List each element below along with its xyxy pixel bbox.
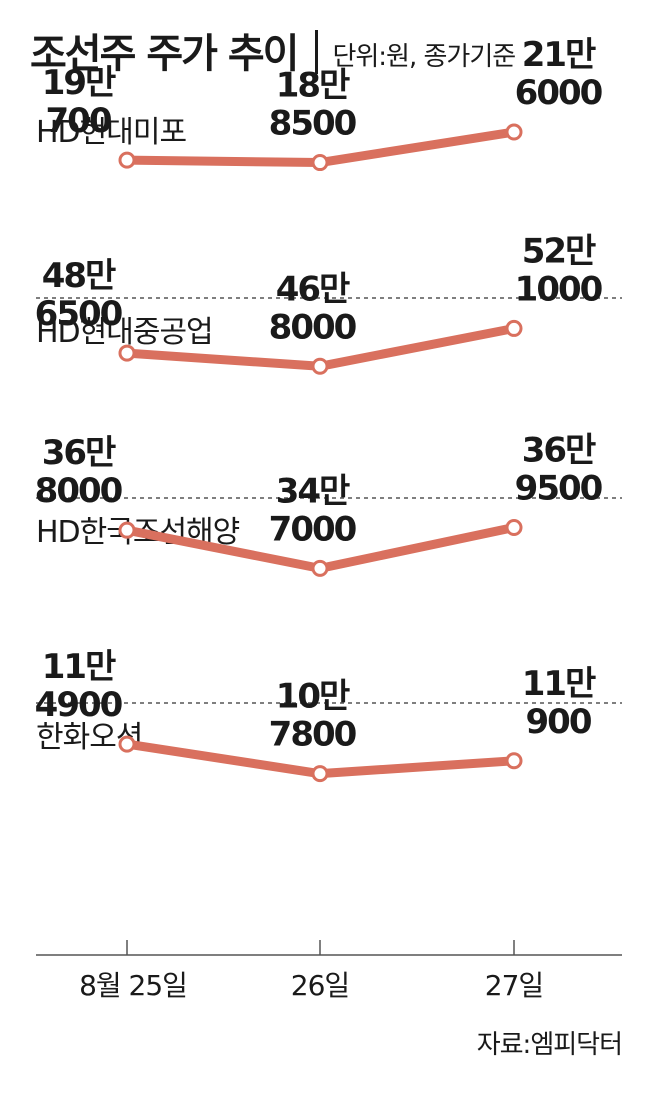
data-label-1-1-line2: 700 <box>46 101 112 141</box>
data-point-4-2 <box>311 765 329 783</box>
data-label-3-3-line2: 9500 <box>515 468 603 508</box>
source-note: 자료:엠피닥터 <box>476 1030 623 1060</box>
data-label-1-2-line1: 18만 <box>276 66 350 106</box>
data-point-1-3 <box>505 123 523 141</box>
data-point-3-3 <box>505 518 523 536</box>
data-label-3-3-line1: 36만 <box>522 430 596 470</box>
x-tick-label-3: 27일 <box>485 969 543 1002</box>
data-point-4-3 <box>505 752 523 770</box>
title-row: 조선주 주가 추이 단위:원, 종가기준 <box>30 14 516 77</box>
data-point-2-3 <box>505 319 523 337</box>
data-label-1-1-line1: 19만 <box>42 63 116 103</box>
data-label-2-1-line2: 6500 <box>35 294 123 334</box>
data-label-2-2-line2: 8000 <box>269 307 357 347</box>
data-label-4-3-line1: 11만 <box>522 664 596 704</box>
data-label-2-3-line2: 1000 <box>515 269 603 309</box>
data-label-3-2-line2: 7000 <box>269 509 357 549</box>
data-label-4-1-line1: 11만 <box>42 647 116 687</box>
data-label-3-1-line2: 8000 <box>35 471 123 511</box>
chart-title: 조선주 주가 추이 <box>30 31 299 77</box>
data-point-3-2 <box>311 559 329 577</box>
data-point-2-2 <box>311 357 329 375</box>
data-label-1-3-line2: 6000 <box>515 73 603 113</box>
data-point-4-1 <box>118 735 136 753</box>
data-point-3-1 <box>118 521 136 539</box>
data-label-3-2-line1: 34만 <box>276 471 350 511</box>
x-tick-label-1: 8월 25일 <box>79 969 187 1002</box>
data-label-4-3-line2: 900 <box>526 702 592 742</box>
data-point-1-1 <box>118 151 136 169</box>
data-label-4-2-line1: 10만 <box>276 677 350 717</box>
data-label-4-1-line2: 4900 <box>35 685 123 725</box>
series-name-1: HD현대미포 <box>36 115 186 150</box>
data-point-1-2 <box>311 154 329 172</box>
unit-note: 단위:원, 종가기준 <box>332 42 516 72</box>
data-label-2-2-line1: 46만 <box>276 269 350 309</box>
data-label-3-1-line1: 36만 <box>42 433 116 473</box>
series-name-2: HD현대중공업 <box>36 315 213 350</box>
data-label-4-2-line2: 7800 <box>269 715 357 755</box>
data-point-2-1 <box>118 344 136 362</box>
title-divider <box>315 30 319 74</box>
data-label-2-1-line1: 48만 <box>42 256 116 296</box>
data-label-1-2-line2: 8500 <box>269 104 357 144</box>
data-label-2-3-line1: 52만 <box>522 231 596 271</box>
data-label-1-3-line1: 21만 <box>522 35 596 75</box>
x-tick-label-2: 26일 <box>291 969 349 1002</box>
